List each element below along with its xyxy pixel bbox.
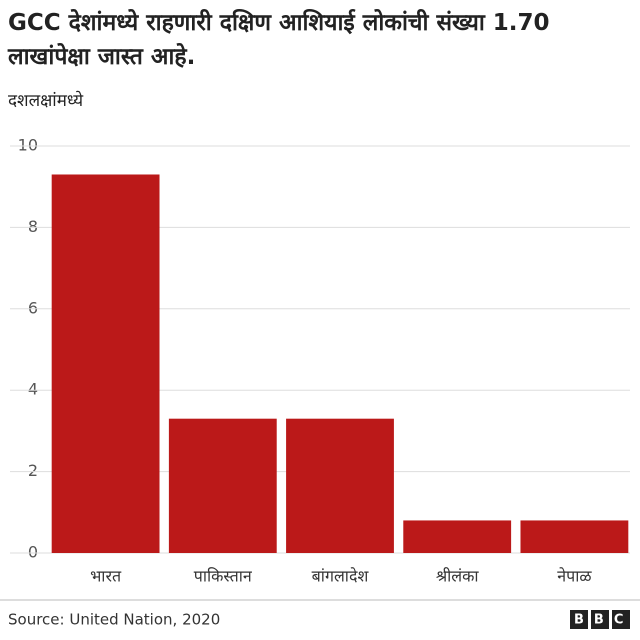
- logo-box: [570, 610, 588, 629]
- y-tick-label: 2: [28, 461, 38, 480]
- y-tick-label: 8: [28, 217, 38, 236]
- x-tick-label: श्रीलंका: [436, 567, 480, 586]
- logo-box: [612, 610, 630, 629]
- x-tick-label: नेपाळ: [557, 567, 592, 586]
- y-tick-label: 6: [28, 298, 38, 317]
- x-tick-label: भारत: [90, 567, 122, 586]
- bar: [403, 520, 512, 553]
- bar: [168, 418, 277, 553]
- logo: BBC: [574, 613, 633, 628]
- x-tick-label: पाकिस्तान: [194, 567, 253, 586]
- bar: [51, 174, 160, 554]
- chart-title: GCC देशांमध्ये राहणारी दक्षिण आशियाई लोक…: [8, 10, 550, 70]
- source: Source: United Nation, 2020: [8, 611, 220, 629]
- bar: [520, 520, 629, 553]
- bar: [286, 418, 394, 553]
- y-tick-label: 0: [28, 543, 38, 562]
- y-tick-label: 4: [28, 380, 38, 399]
- logo-box: [591, 610, 609, 629]
- y-tick-label: 10: [18, 136, 38, 155]
- chart-subtitle: दशलक्षांमध्ये: [8, 91, 84, 111]
- x-tick-label: बांगलादेश: [312, 567, 370, 586]
